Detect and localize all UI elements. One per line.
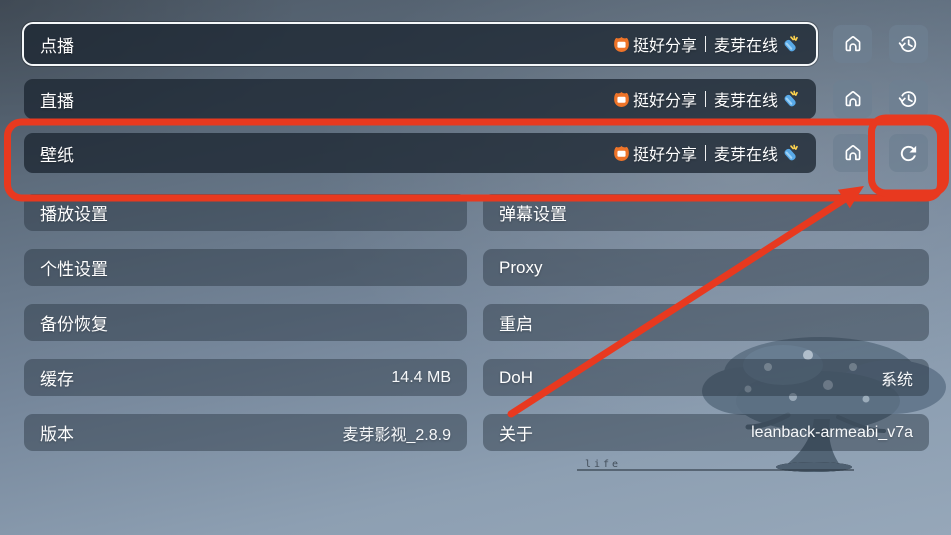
history-button[interactable] bbox=[889, 80, 928, 118]
row-group-live: 直播 挺好分享 麦芽在线 bbox=[0, 79, 951, 119]
doh-label: DoH bbox=[499, 367, 534, 387]
home-button[interactable] bbox=[833, 25, 872, 63]
danmaku-settings-row[interactable]: 弹幕设置 bbox=[483, 194, 929, 231]
name-badge-icon bbox=[614, 91, 629, 107]
restart-row[interactable]: 重启 bbox=[483, 304, 929, 341]
danmaku-settings-label: 弹幕设置 bbox=[499, 205, 567, 224]
history-button[interactable] bbox=[889, 25, 928, 63]
wallpaper-underline bbox=[577, 469, 854, 471]
about-value: leanback-armeabi_v7a bbox=[751, 423, 913, 441]
about-row[interactable]: 关于 leanback-armeabi_v7a bbox=[483, 414, 929, 451]
name-badge-icon bbox=[614, 36, 629, 52]
live-label: 直播 bbox=[40, 91, 74, 111]
comet-icon bbox=[784, 90, 798, 106]
cache-size-value: 14.4 MB bbox=[391, 368, 451, 386]
proxy-row[interactable]: Proxy bbox=[483, 249, 929, 286]
wallpaper-life-watermark: life bbox=[585, 459, 622, 470]
home-button[interactable] bbox=[833, 134, 872, 172]
playback-settings-row[interactable]: 播放设置 bbox=[24, 194, 467, 231]
cache-label: 缓存 bbox=[40, 370, 74, 389]
wallpaper-row[interactable]: 壁纸 挺好分享 麦芽在线 bbox=[24, 133, 816, 173]
refresh-button[interactable] bbox=[889, 134, 928, 172]
proxy-label: Proxy bbox=[499, 257, 543, 277]
comet-icon bbox=[784, 35, 798, 51]
name-badge-icon bbox=[614, 145, 629, 161]
backup-restore-label: 备份恢复 bbox=[40, 315, 108, 334]
personalization-label: 个性设置 bbox=[40, 260, 108, 279]
share-text-right: 麦芽在线 bbox=[713, 38, 778, 55]
share-separator bbox=[704, 36, 706, 52]
vod-label: 点播 bbox=[40, 36, 74, 56]
refresh-icon bbox=[900, 145, 917, 161]
share-text-right: 麦芽在线 bbox=[713, 93, 778, 110]
history-icon bbox=[898, 35, 917, 52]
cache-row[interactable]: 缓存 14.4 MB bbox=[24, 359, 467, 396]
personalization-settings-row[interactable]: 个性设置 bbox=[24, 249, 467, 286]
home-icon bbox=[845, 36, 860, 52]
share-text-left: 挺好分享 bbox=[632, 147, 697, 164]
playback-settings-label: 播放设置 bbox=[40, 205, 108, 224]
home-icon bbox=[845, 145, 860, 161]
doh-row[interactable]: DoH 系统 bbox=[483, 359, 929, 396]
live-row[interactable]: 直播 挺好分享 麦芽在线 bbox=[24, 79, 816, 119]
share-text-left: 挺好分享 bbox=[632, 38, 697, 55]
share-separator bbox=[704, 91, 706, 107]
history-icon bbox=[898, 90, 917, 107]
version-label: 版本 bbox=[40, 425, 74, 444]
backup-restore-row[interactable]: 备份恢复 bbox=[24, 304, 467, 341]
home-icon bbox=[845, 91, 860, 107]
version-row[interactable]: 版本 麦芽影视_2.8.9 bbox=[24, 414, 467, 451]
wallpaper-label: 壁纸 bbox=[40, 145, 74, 165]
share-text-right: 麦芽在线 bbox=[713, 147, 778, 164]
version-value: 麦芽影视_2.8.9 bbox=[342, 426, 452, 444]
doh-value: 系统 bbox=[880, 371, 913, 389]
vod-source-badge: 挺好分享 麦芽在线 bbox=[610, 32, 803, 56]
row-group-vod: 点播 挺好分享 麦芽在线 bbox=[0, 24, 951, 64]
row-group-wallpaper: 壁纸 挺好分享 麦芽在线 bbox=[0, 133, 951, 173]
share-separator bbox=[704, 145, 706, 161]
wallpaper-source-badge: 挺好分享 麦芽在线 bbox=[610, 141, 803, 165]
comet-icon bbox=[784, 144, 798, 160]
home-button[interactable] bbox=[833, 80, 872, 118]
restart-label: 重启 bbox=[499, 315, 533, 334]
vod-row[interactable]: 点播 挺好分享 麦芽在线 bbox=[24, 24, 816, 64]
live-source-badge: 挺好分享 麦芽在线 bbox=[610, 87, 803, 111]
about-label: 关于 bbox=[499, 425, 533, 444]
share-text-left: 挺好分享 bbox=[632, 93, 697, 110]
